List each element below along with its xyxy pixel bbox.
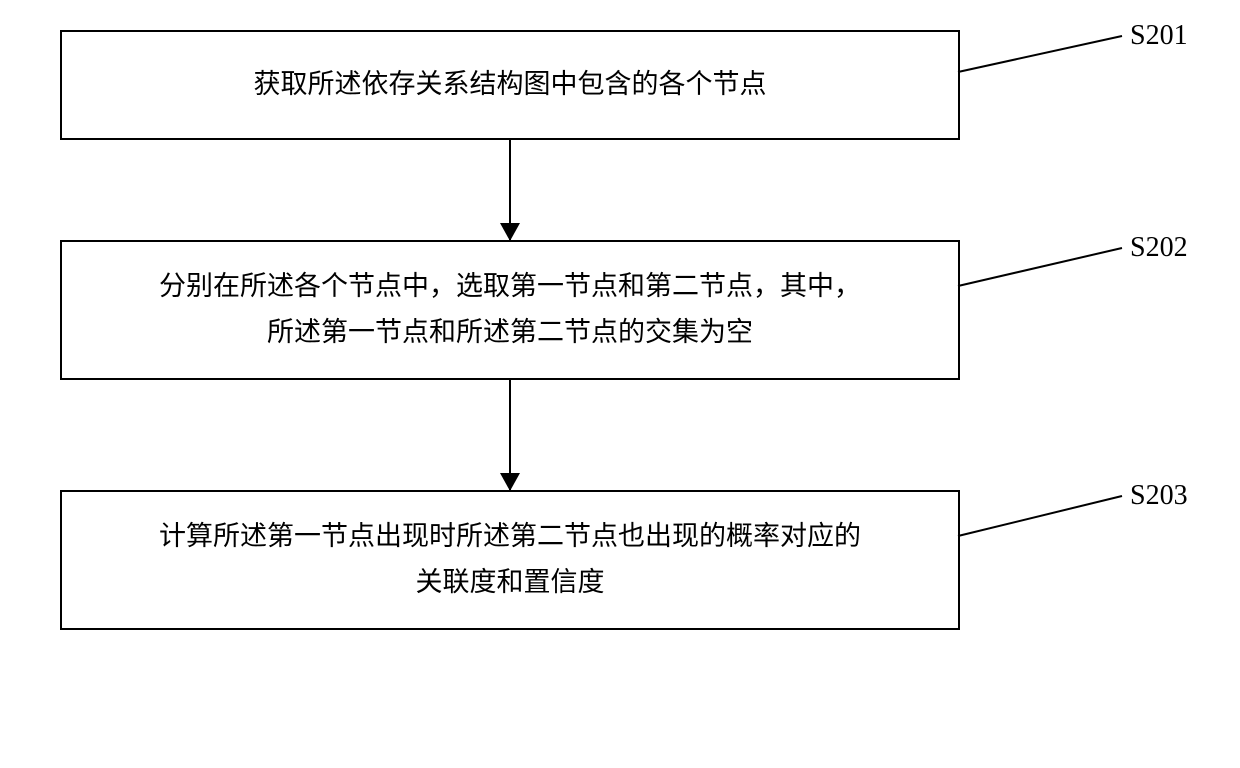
step-label-s203: S203	[1130, 480, 1188, 512]
step-label-s202: S202	[1130, 232, 1188, 264]
flowchart-container: 获取所述依存关系结构图中包含的各个节点 分别在所述各个节点中，选取第一节点和第二…	[60, 30, 1180, 630]
step-label-s201: S201	[1130, 20, 1188, 52]
arrow-s201-s202	[60, 140, 960, 240]
step-box-s203: 计算所述第一节点出现时所述第二节点也出现的概率对应的 关联度和置信度	[60, 490, 960, 630]
arrow-s202-s203	[60, 380, 960, 490]
step-text-s202: 分别在所述各个节点中，选取第一节点和第二节点，其中， 所述第一节点和所述第二节点…	[159, 264, 861, 356]
step-box-s201: 获取所述依存关系结构图中包含的各个节点	[60, 30, 960, 140]
step-text-s203: 计算所述第一节点出现时所述第二节点也出现的概率对应的 关联度和置信度	[159, 514, 861, 606]
step-box-s202: 分别在所述各个节点中，选取第一节点和第二节点，其中， 所述第一节点和所述第二节点…	[60, 240, 960, 380]
step-text-s201: 获取所述依存关系结构图中包含的各个节点	[254, 62, 767, 108]
